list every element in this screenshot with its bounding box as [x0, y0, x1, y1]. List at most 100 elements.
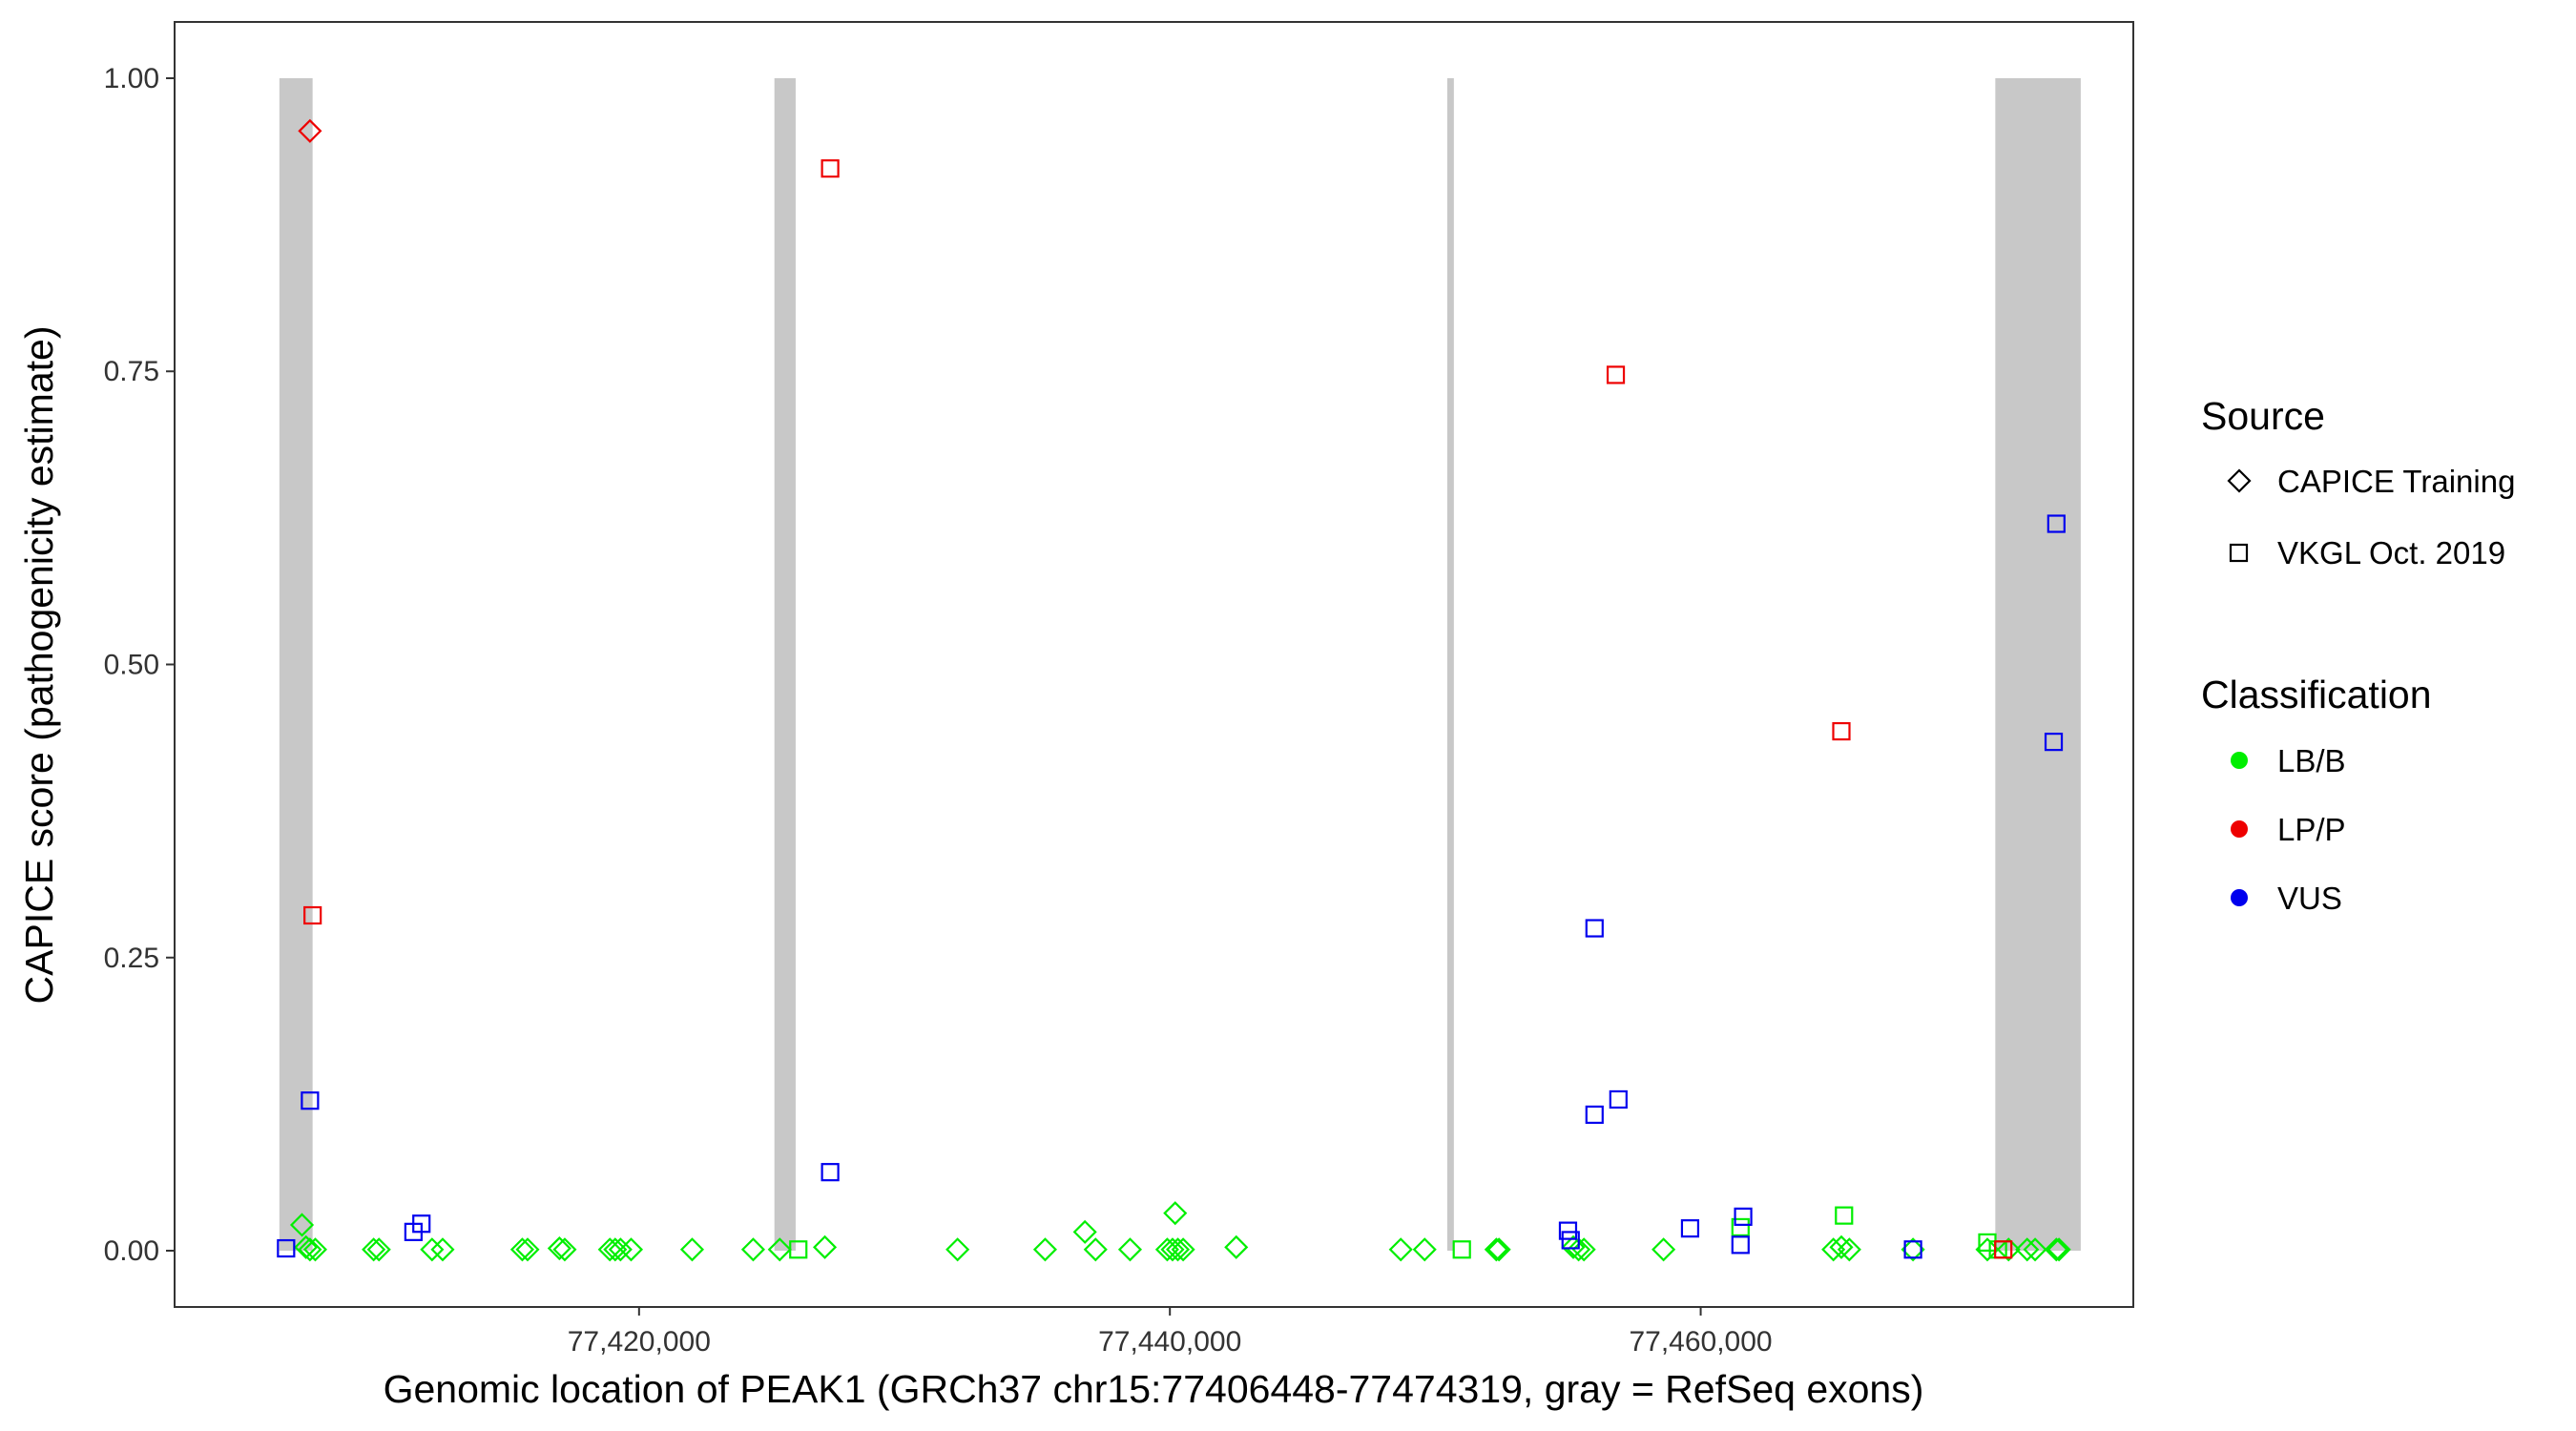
legend-key-lbb — [2231, 752, 2248, 769]
data-point-diamond — [2015, 1237, 2040, 1262]
data-point-square — [2044, 733, 2064, 752]
data-point-diamond — [767, 1237, 792, 1262]
data-point-diamond — [1412, 1237, 1437, 1262]
y-tick-label: 0.25 — [104, 943, 159, 974]
legend-source-title: Source — [2201, 394, 2325, 438]
axis-ticks: 0.00 0.25 0.50 0.75 1.00 77,420,000 77,440,000… — [104, 63, 1773, 1358]
data-point-diamond — [618, 1237, 644, 1262]
data-point-diamond — [1171, 1237, 1195, 1262]
data-point-diamond — [1154, 1237, 1179, 1262]
x-tick-label: 77,440,000 — [1098, 1326, 1241, 1358]
data-point-diamond — [945, 1237, 970, 1262]
data-point-diamond — [1837, 1237, 1861, 1262]
data-point-diamond — [608, 1237, 633, 1262]
data-point-square — [1680, 1219, 1700, 1238]
legend-key-vus — [2231, 889, 2248, 906]
data-point-square — [2046, 514, 2066, 533]
legend-source: Source CAPICE Training VKGL Oct. 2019 — [2201, 394, 2515, 570]
data-point-diamond — [1117, 1237, 1143, 1262]
data-point-diamond — [366, 1237, 391, 1262]
data-point-square — [1832, 721, 1851, 741]
data-point-diamond — [420, 1237, 445, 1262]
y-tick-label: 0.00 — [104, 1235, 159, 1267]
data-point-square — [1558, 1221, 1578, 1240]
legend-key-diamond — [2227, 468, 2252, 493]
legend-item-lpp: LP/P — [2277, 812, 2346, 847]
data-point-square — [1903, 1240, 1922, 1259]
data-point-square — [1731, 1235, 1750, 1255]
data-point-square — [1585, 1105, 1604, 1125]
data-point-diamond — [302, 1237, 327, 1262]
data-point-diamond — [1571, 1237, 1596, 1262]
x-tick-label: 77,460,000 — [1629, 1326, 1772, 1358]
data-point-square — [821, 1163, 840, 1182]
data-point-diamond — [294, 1234, 319, 1259]
data-point-square — [1452, 1240, 1471, 1259]
data-point-diamond — [679, 1237, 705, 1262]
legend-item-vus: VUS — [2277, 881, 2342, 916]
data-point-square — [1734, 1207, 1753, 1226]
data-point-square — [277, 1238, 296, 1258]
data-point-square — [1585, 919, 1604, 938]
data-point-diamond — [812, 1234, 838, 1259]
data-point-diamond — [430, 1237, 455, 1262]
exon-band-3 — [1446, 77, 1454, 1252]
data-point-diamond — [289, 1213, 315, 1237]
data-point-diamond — [515, 1237, 540, 1262]
exon-band-2 — [774, 77, 796, 1252]
data-point-diamond — [1032, 1237, 1057, 1262]
y-tick-label: 0.75 — [104, 356, 159, 387]
data-point-diamond — [509, 1237, 534, 1262]
legend-item-capice-training: CAPICE Training — [2277, 464, 2515, 499]
data-point-diamond — [1388, 1237, 1413, 1262]
data-point-diamond — [597, 1237, 622, 1262]
legend-item-vkgl: VKGL Oct. 2019 — [2277, 535, 2505, 570]
legend-classification: Classification LB/B LP/P VUS — [2201, 673, 2432, 916]
exon-bands — [279, 77, 2081, 1252]
x-tick-label: 77,420,000 — [568, 1326, 711, 1358]
data-point-diamond — [1484, 1237, 1508, 1262]
data-point-square — [789, 1240, 808, 1259]
data-point-square — [1994, 1240, 2013, 1259]
data-point-diamond — [603, 1237, 628, 1262]
data-point-diamond — [1901, 1237, 1925, 1262]
data-point-diamond — [1072, 1219, 1097, 1244]
data-point-diamond — [1165, 1237, 1191, 1262]
y-tick-label: 0.50 — [104, 650, 159, 681]
data-point-diamond — [1821, 1237, 1846, 1262]
data-point-square — [1731, 1217, 1750, 1237]
data-point-diamond — [1829, 1234, 1854, 1259]
data-point-diamond — [552, 1237, 577, 1262]
legend-key-lpp — [2231, 820, 2248, 838]
data-point-diamond — [740, 1237, 765, 1262]
data-point-diamond — [362, 1237, 386, 1262]
data-point-diamond — [1486, 1237, 1511, 1262]
data-point-square — [1561, 1231, 1580, 1250]
data-point-diamond — [1996, 1237, 2021, 1262]
data-point-diamond — [2046, 1237, 2071, 1262]
data-point-diamond — [298, 118, 322, 143]
data-point-square — [821, 159, 840, 178]
data-point-square — [412, 1214, 431, 1234]
data-point-diamond — [1652, 1237, 1676, 1262]
data-point-diamond — [2023, 1237, 2047, 1262]
legend-item-lbb: LB/B — [2277, 743, 2346, 778]
data-point-diamond — [547, 1235, 571, 1261]
y-axis-title: CAPICE score (pathogenicity estimate) — [17, 326, 61, 1005]
data-point-square — [1606, 365, 1626, 384]
x-axis-title: Genomic location of PEAK1 (GRCh37 chr15:… — [384, 1367, 1924, 1411]
data-point-square — [301, 1091, 320, 1110]
legend-classification-title: Classification — [2201, 673, 2432, 716]
data-point-diamond — [1567, 1237, 1591, 1262]
y-tick-label: 1.00 — [104, 63, 159, 94]
data-point-square — [303, 905, 322, 925]
data-point-diamond — [1163, 1201, 1188, 1226]
data-point-diamond — [1160, 1237, 1185, 1262]
data-points — [277, 118, 2071, 1262]
data-point-diamond — [1083, 1237, 1108, 1262]
exon-band-4 — [1995, 77, 2081, 1252]
data-point-diamond — [298, 1237, 322, 1262]
data-point-diamond — [2044, 1237, 2068, 1262]
